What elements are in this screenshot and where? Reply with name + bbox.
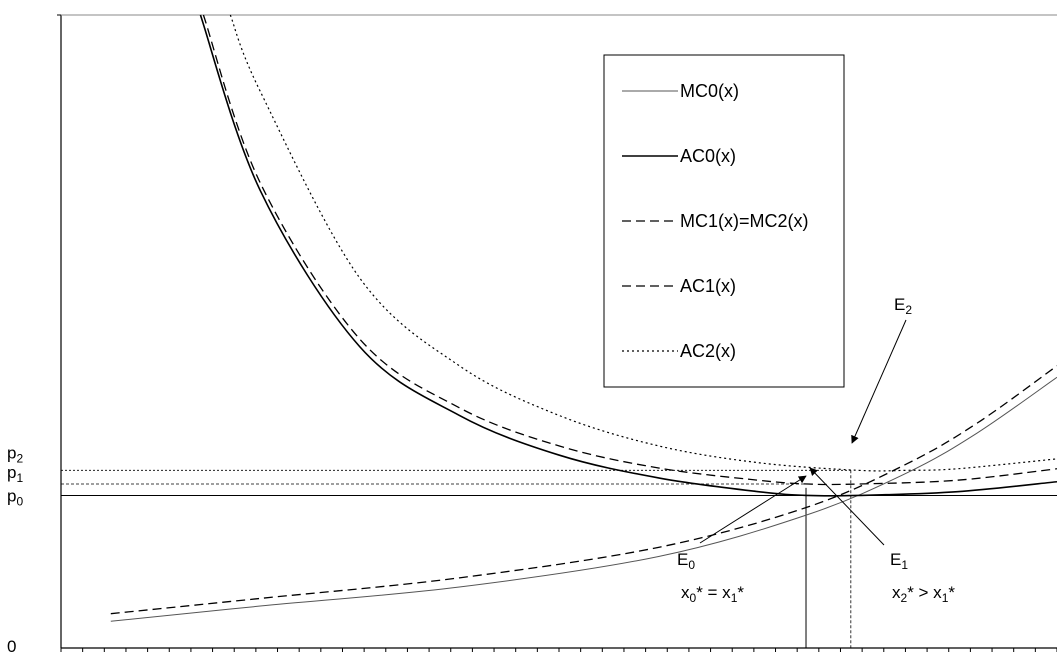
x-ticks — [60, 648, 1057, 652]
series-line-2 — [110, 365, 1057, 615]
arrow-e0 — [699, 475, 807, 544]
guide-lines — [61, 469, 1057, 648]
y-tick-label: p0 — [7, 486, 23, 508]
legend-entry: AC1(x) — [680, 276, 736, 296]
legend: MC0(x) AC0(x) MC1(x)=MC2(x) AC1(x) AC2(x) — [603, 54, 845, 388]
annotation-label: E2 — [894, 295, 912, 317]
quantity-label: x2* > x1* — [892, 583, 955, 605]
arrow-e2 — [851, 319, 907, 444]
legend-entry: MC0(x) — [680, 81, 739, 101]
series-line-4 — [229, 14, 1057, 472]
curves — [110, 14, 1057, 622]
axes — [57, 14, 1057, 649]
legend-entry: AC0(x) — [680, 146, 736, 166]
y-tick-label: p2 — [7, 443, 23, 465]
series-line-3 — [202, 14, 1057, 486]
quantity-label: x0* = x1* — [681, 583, 744, 605]
series-line-0 — [110, 376, 1057, 622]
annotation-label: E1 — [890, 550, 908, 572]
annotation-label: E0 — [677, 550, 695, 572]
arrow-e1 — [809, 467, 885, 546]
legend-entry: AC2(x) — [680, 341, 736, 361]
y-tick-label: 0 — [7, 637, 16, 652]
y-tick-label: p1 — [7, 463, 23, 485]
annotations: E0 E1 E2 x0* = x1* x2* > x1* — [677, 295, 955, 605]
series-line-1 — [199, 14, 1057, 497]
legend-entry: MC1(x)=MC2(x) — [680, 211, 809, 231]
